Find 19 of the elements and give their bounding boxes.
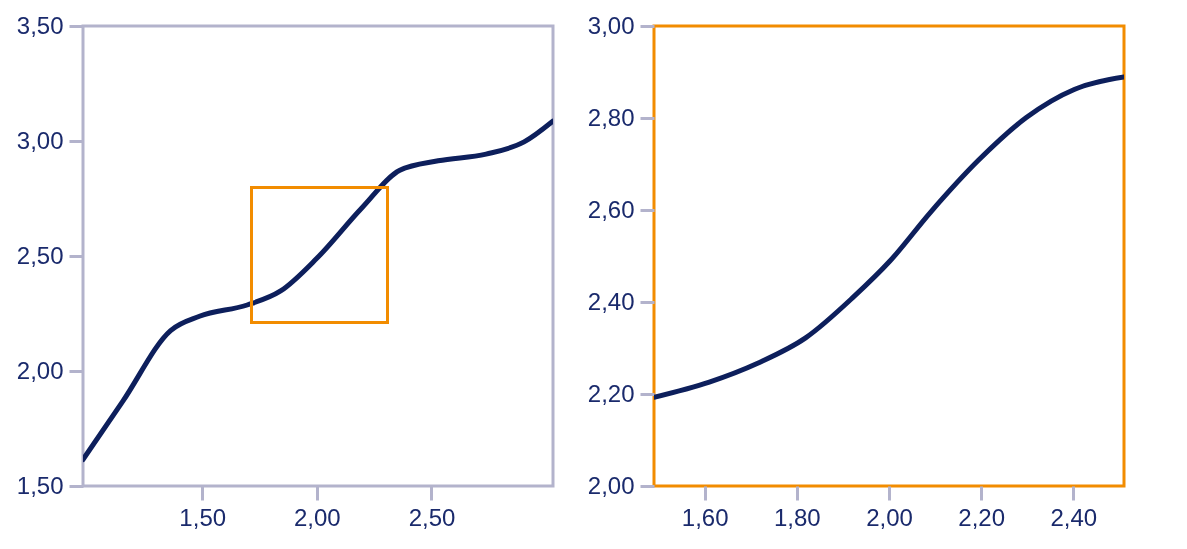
y-tick-label: 2,00 <box>587 471 635 499</box>
y-tick-label: 3,50 <box>16 11 64 39</box>
y-tick-label: 2,80 <box>587 103 635 131</box>
x-tick-label: 2,40 <box>1050 503 1098 531</box>
y-tick-label: 2,20 <box>587 379 635 407</box>
x-tick-label: 2,20 <box>958 503 1006 531</box>
y-tick-label: 2,50 <box>16 241 64 269</box>
y-tick-label: 3,00 <box>587 11 635 39</box>
x-tick-label: 2,00 <box>866 503 913 531</box>
x-tick-label: 1,80 <box>773 503 821 531</box>
y-tick-label: 1,50 <box>16 471 64 499</box>
y-tick-label: 2,60 <box>587 195 635 223</box>
x-tick-label: 1,50 <box>179 503 227 531</box>
x-tick-label: 1,60 <box>681 503 729 531</box>
y-tick-label: 3,00 <box>16 126 64 154</box>
y-tick-label: 2,40 <box>587 287 635 315</box>
y-tick-label: 2,00 <box>16 356 64 384</box>
x-tick-label: 2,00 <box>293 503 341 531</box>
x-tick-label: 2,50 <box>408 503 456 531</box>
